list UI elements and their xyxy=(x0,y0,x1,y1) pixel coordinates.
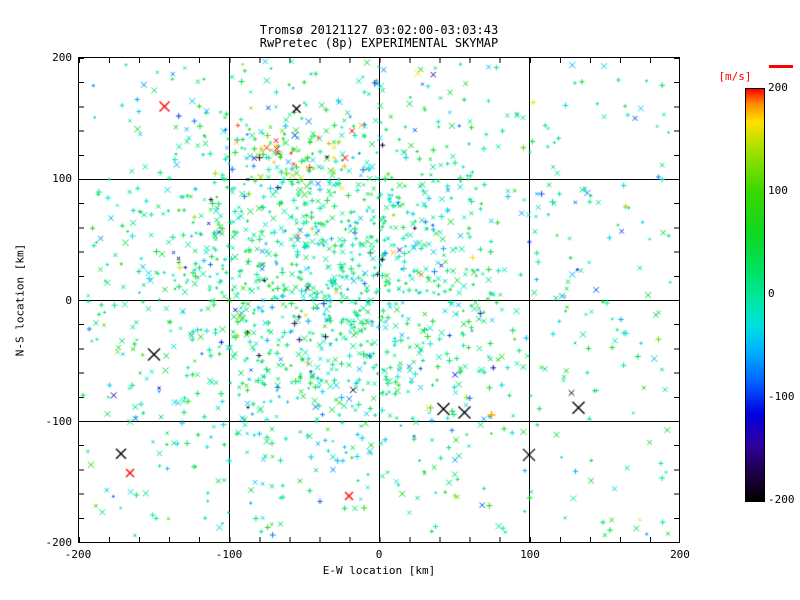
colorbar xyxy=(745,88,765,502)
plot-subtitle: RwPretec (8p) EXPERIMENTAL SKYMAP xyxy=(259,36,499,50)
colorbar-tick-label: 200 xyxy=(768,81,788,94)
y-tick-label: -200 xyxy=(45,536,73,549)
x-axis-label: E-W location [km] xyxy=(322,564,436,577)
x-tick-label: -200 xyxy=(64,548,92,561)
colorbar-tick-label: 100 xyxy=(768,184,788,197)
colorbar-tick-label: -200 xyxy=(768,493,795,506)
y-tick-label: 0 xyxy=(65,294,72,307)
colorbar-top-tick xyxy=(769,65,793,68)
colorbar-tick-label: 0 xyxy=(768,287,775,300)
x-tick-label: -100 xyxy=(215,548,243,561)
y-tick-label: -100 xyxy=(45,415,73,428)
colorbar-units-label: [m/s] xyxy=(718,70,752,83)
scatter-canvas xyxy=(79,58,679,542)
plot-area xyxy=(78,57,680,543)
colorbar-tick-label: -100 xyxy=(768,390,795,403)
y-tick-label: 100 xyxy=(52,172,72,185)
x-tick-label: 100 xyxy=(520,548,540,561)
x-tick-label: 200 xyxy=(670,548,690,561)
plot-title: Tromsø 20121127 03:02:00-03:03:43 xyxy=(259,23,499,37)
y-tick-label: 200 xyxy=(52,51,72,64)
y-axis-label: N-S location [km] xyxy=(13,243,27,357)
x-tick-label: 0 xyxy=(375,548,383,561)
